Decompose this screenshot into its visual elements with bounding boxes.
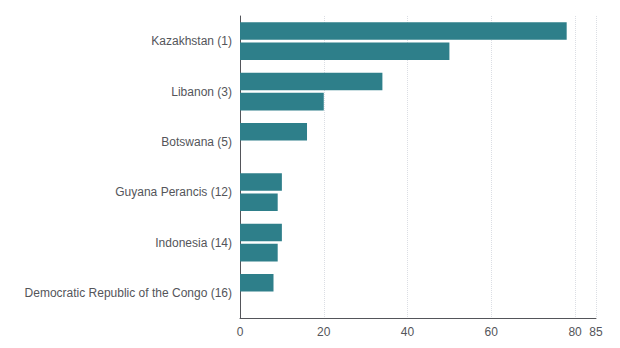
svg-text:Kazakhstan (1): Kazakhstan (1) — [151, 34, 232, 48]
svg-text:60: 60 — [485, 325, 499, 339]
svg-text:80: 80 — [568, 325, 582, 339]
svg-text:Libanon (3): Libanon (3) — [171, 85, 232, 99]
svg-text:40: 40 — [401, 325, 415, 339]
svg-text:85: 85 — [589, 325, 603, 339]
svg-text:0: 0 — [237, 325, 244, 339]
svg-text:Indonesia (14): Indonesia (14) — [155, 236, 232, 250]
svg-text:Guyana Perancis (12): Guyana Perancis (12) — [115, 185, 232, 199]
svg-text:20: 20 — [317, 325, 331, 339]
svg-text:Botswana (5): Botswana (5) — [161, 135, 232, 149]
svg-text:Democratic Republic of the Con: Democratic Republic of the Congo (16) — [25, 286, 232, 300]
